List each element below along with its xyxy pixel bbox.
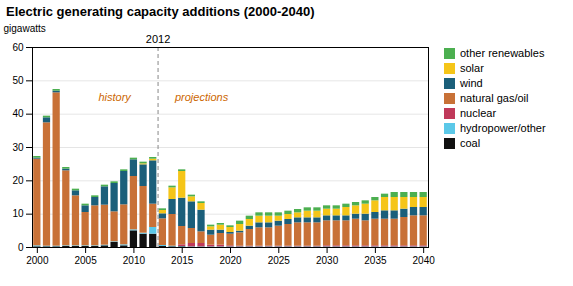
svg-text:2010: 2010 <box>123 255 146 266</box>
svg-text:2040: 2040 <box>413 255 436 266</box>
svg-text:0: 0 <box>18 242 24 253</box>
svg-text:2012: 2012 <box>146 33 170 45</box>
svg-text:2015: 2015 <box>171 255 194 266</box>
svg-text:history: history <box>98 91 132 103</box>
svg-text:gigawatts: gigawatts <box>4 23 46 34</box>
html-text:natural gas/oil: natural gas/oil <box>460 92 529 104</box>
svg-text:projections: projections <box>174 91 229 103</box>
html-text:other renewables: other renewables <box>460 47 545 59</box>
html-text:hydropower/other: hydropower/other <box>460 122 546 134</box>
html-text:wind: wind <box>460 77 483 89</box>
svg-text:50: 50 <box>12 75 24 86</box>
html-text:solar: solar <box>460 62 484 74</box>
svg-text:40: 40 <box>12 108 24 119</box>
html-text:nuclear: nuclear <box>460 107 497 119</box>
svg-text:2035: 2035 <box>364 255 387 266</box>
svg-text:2020: 2020 <box>219 255 242 266</box>
svg-text:2005: 2005 <box>74 255 97 266</box>
svg-text:30: 30 <box>12 142 24 153</box>
svg-text:10: 10 <box>12 208 24 219</box>
svg-text:20: 20 <box>12 175 24 186</box>
svg-text:60: 60 <box>12 42 24 53</box>
svg-text:2030: 2030 <box>316 255 339 266</box>
html-text:Electric generating capacity a: Electric generating capacity additions (… <box>6 4 315 19</box>
html-text:coal: coal <box>460 137 481 149</box>
svg-text:2025: 2025 <box>268 255 291 266</box>
svg-text:2000: 2000 <box>26 255 49 266</box>
